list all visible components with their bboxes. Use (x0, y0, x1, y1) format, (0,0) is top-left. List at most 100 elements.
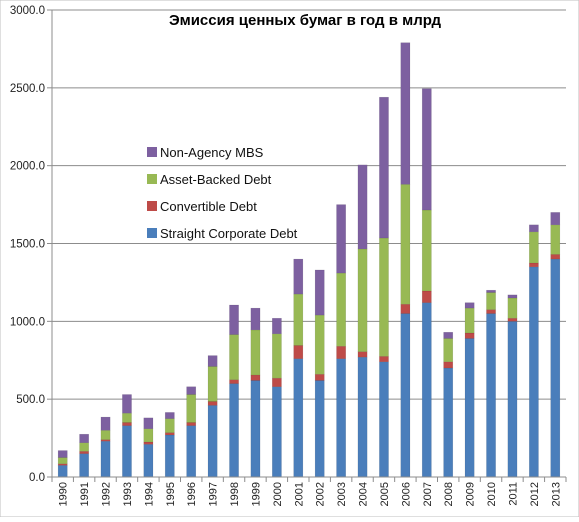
bar-segment: Straight Corporate Debt 1993: 330 (122, 425, 132, 478)
y-tick-label: 1000.0 (10, 316, 45, 328)
bar-segment: Straight Corporate Debt 2004: 770 (357, 356, 368, 478)
bar-segment: Asset-Backed Debt 1994: 85 (143, 428, 154, 443)
bar-segment: Convertible Debt 1997: 25 (207, 401, 218, 406)
legend-label: Asset-Backed Debt (160, 172, 272, 187)
bar-segment: Convertible Debt 1993: 20 (122, 422, 132, 426)
bar-segment: Convertible Debt 2005: 35 (379, 356, 389, 363)
bar-segment: Non-Agency MBS 2013: 80 (550, 212, 561, 226)
y-tick-label: 3000.0 (10, 5, 45, 17)
x-tick-label: 1997 (208, 482, 220, 506)
x-tick-label: 2005 (379, 482, 391, 506)
bar-segment: Convertible Debt 2007: 75 (421, 290, 432, 303)
x-tick-label: 2002 (315, 482, 327, 506)
bar-segment: Non-Agency MBS 2010: 15 (486, 289, 496, 293)
bar-segment: Convertible Debt 2004: 35 (357, 351, 368, 358)
bar-segment: Non-Agency MBS 2006: 910 (400, 42, 411, 185)
bar-segment: Non-Agency MBS 1990: 45 (57, 450, 68, 458)
bar-segment: Convertible Debt 1992: 10 (100, 439, 111, 442)
x-tick-label: 2000 (272, 482, 284, 506)
bar-segment: Convertible Debt 2010: 25 (486, 309, 496, 314)
bar-segment: Non-Agency MBS 2002: 290 (314, 269, 325, 316)
x-tick-label: 1998 (229, 482, 241, 506)
bar-segment: Asset-Backed Debt 2012: 200 (529, 231, 539, 264)
bar-segment: Non-Agency MBS 1995: 40 (164, 412, 175, 419)
bar-segment: Asset-Backed Debt 2006: 770 (400, 184, 411, 305)
bar-segment: Straight Corporate Debt 2011: 1000 (507, 321, 518, 478)
bar-segment: Convertible Debt 2006: 60 (400, 303, 411, 314)
bar-segment: Asset-Backed Debt 1997: 225 (207, 366, 218, 402)
bar-segment: Straight Corporate Debt 2006: 1050 (400, 313, 411, 478)
legend-label: Convertible Debt (160, 199, 257, 214)
bar-segment: Straight Corporate Debt 2008: 700 (443, 367, 454, 478)
bar-segment: Asset-Backed Debt 2008: 150 (443, 338, 454, 363)
bar-segment: Straight Corporate Debt 2002: 620 (314, 380, 325, 478)
bar-segment: Convertible Debt 2008: 40 (443, 361, 454, 369)
bar-segment: Convertible Debt 2001: 85 (293, 345, 304, 359)
bar-segment: Convertible Debt 1999: 35 (250, 374, 261, 381)
bar-segment: Asset-Backed Debt 1998: 290 (229, 334, 239, 380)
bar-segment: Straight Corporate Debt 1991: 150 (79, 453, 89, 478)
x-tick-label: 2009 (465, 482, 477, 506)
bar-segment: Non-Agency MBS 2007: 780 (421, 88, 432, 211)
bar-segment: Straight Corporate Debt 2009: 890 (464, 338, 475, 478)
legend-label: Non-Agency MBS (160, 145, 264, 160)
bar-segment: Asset-Backed Debt 1993: 60 (122, 412, 132, 423)
legend-swatch (147, 174, 157, 184)
bar-segment: Non-Agency MBS 2011: 20 (507, 294, 518, 299)
bar-segment: Non-Agency MBS 2003: 440 (336, 204, 346, 274)
bar-segment: Asset-Backed Debt 2005: 760 (379, 237, 389, 357)
legend: Non-Agency MBS Asset-Backed Debt Convertib… (147, 145, 298, 241)
x-tick-label: 2007 (422, 482, 434, 506)
legend-swatch (147, 228, 157, 238)
bar-segment: Asset-Backed Debt 1991: 55 (79, 442, 89, 452)
x-tick-label: 2010 (486, 482, 498, 506)
bar-segment: Straight Corporate Debt 2001: 760 (293, 358, 304, 478)
x-tick-label: 2008 (443, 482, 455, 506)
bar-segment: Asset-Backed Debt 2001: 330 (293, 293, 304, 346)
bar-segment: Convertible Debt 1996: 20 (186, 422, 197, 426)
bar-segment: Non-Agency MBS 1996: 50 (186, 386, 197, 395)
bar-segment: Straight Corporate Debt 1999: 620 (250, 380, 261, 478)
bar-segment: Straight Corporate Debt 1994: 210 (143, 444, 154, 478)
x-tick-label: 2003 (336, 482, 348, 506)
x-tick-label: 1994 (143, 482, 155, 506)
bar-segment: Asset-Backed Debt 1995: 90 (164, 418, 175, 433)
bar-segment: Non-Agency MBS 1999: 140 (250, 307, 261, 331)
bar-segment: Convertible Debt 2013: 30 (550, 254, 561, 260)
x-tick-label: 2004 (358, 482, 370, 506)
bar-segment: Non-Agency MBS 2005: 905 (379, 96, 389, 239)
bar-segment: Straight Corporate Debt 2010: 1050 (486, 313, 496, 478)
bar-segment: Convertible Debt 1994: 15 (143, 441, 154, 445)
bar-segment: Asset-Backed Debt 1999: 290 (250, 329, 261, 376)
bar-segment: Convertible Debt 2012: 25 (529, 262, 539, 268)
bar-segment: Non-Agency MBS 1993: 120 (122, 394, 132, 414)
x-tick-label: 1990 (58, 482, 70, 506)
bar-segment: Non-Agency MBS 2004: 540 (357, 164, 368, 250)
bar-segment: Straight Corporate Debt 1992: 230 (100, 440, 111, 478)
x-tick-label: 1993 (122, 482, 134, 506)
chart-title: Эмиссия ценных бумаг в год в млрд (169, 12, 442, 29)
bar-segment: Straight Corporate Debt 1996: 330 (186, 425, 197, 478)
x-tick-label: 2001 (293, 482, 305, 506)
legend-swatch (147, 201, 157, 211)
y-tick-label: 0.0 (29, 472, 45, 484)
y-tick-label: 2000.0 (10, 161, 45, 173)
bar-segment: Straight Corporate Debt 2000: 580 (272, 386, 282, 478)
bar-segment: Convertible Debt 2011: 20 (507, 317, 518, 322)
bar-segment: Non-Agency MBS 1994: 70 (143, 417, 154, 429)
bar-segment: Asset-Backed Debt 2003: 470 (336, 272, 346, 347)
x-tick-label: 1991 (79, 482, 91, 506)
bar-segment: Non-Agency MBS 1992: 85 (100, 416, 111, 431)
x-tick-label: 1995 (165, 482, 177, 506)
y-tick-label: 500.0 (16, 394, 45, 406)
axes: 0.0 500.0 1000.0 1500.0 2000.0 2500.0 3000.0 19… (10, 5, 567, 506)
bar-segment: Asset-Backed Debt 2007: 520 (421, 209, 432, 292)
y-tick-label: 1500.0 (10, 239, 45, 251)
x-tick-label: 1999 (250, 482, 262, 506)
x-tick-label: 2013 (550, 482, 562, 506)
bar-segment: Asset-Backed Debt 2004: 660 (357, 248, 368, 352)
bar-segment: Straight Corporate Debt 2012: 1350 (529, 266, 539, 478)
bar-segment: Non-Agency MBS 2009: 35 (464, 302, 475, 309)
